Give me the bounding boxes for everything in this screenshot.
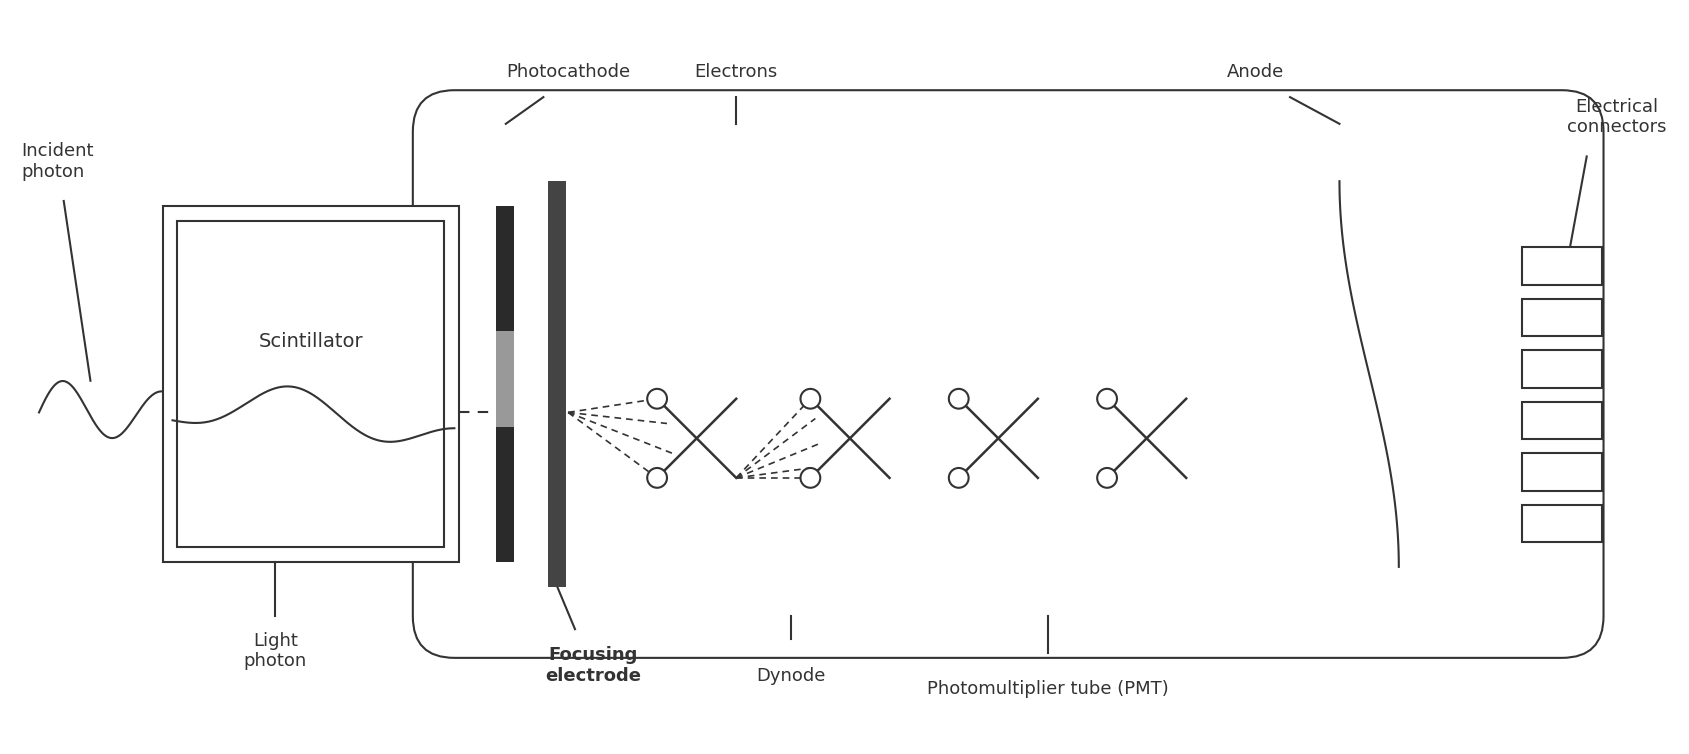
Text: Scintillator: Scintillator: [258, 332, 363, 351]
Bar: [1522, 402, 1601, 440]
Text: Electrical
connectors: Electrical connectors: [1566, 97, 1665, 136]
Bar: [547, 181, 566, 587]
Circle shape: [1096, 468, 1116, 488]
Text: Photocathode: Photocathode: [505, 63, 630, 81]
Circle shape: [801, 468, 819, 488]
Bar: [1522, 504, 1601, 542]
Text: Anode: Anode: [1226, 63, 1284, 81]
Text: Light
photon: Light photon: [243, 632, 307, 670]
Bar: [162, 206, 459, 562]
Bar: [495, 330, 513, 427]
Text: Photomultiplier tube (PMT): Photomultiplier tube (PMT): [926, 679, 1167, 697]
Text: Electrons: Electrons: [694, 63, 777, 81]
Circle shape: [647, 468, 667, 488]
Circle shape: [1096, 389, 1116, 409]
Bar: [177, 221, 444, 547]
Bar: [1522, 299, 1601, 336]
Text: Focusing
electrode: Focusing electrode: [544, 646, 640, 685]
Circle shape: [948, 468, 968, 488]
Bar: [495, 206, 513, 562]
Circle shape: [801, 389, 819, 409]
FancyBboxPatch shape: [412, 90, 1603, 657]
Bar: [1522, 453, 1601, 491]
Circle shape: [948, 389, 968, 409]
Circle shape: [647, 389, 667, 409]
Text: Incident
photon: Incident photon: [22, 142, 93, 181]
Bar: [1522, 351, 1601, 388]
Text: Dynode: Dynode: [755, 667, 824, 685]
Bar: [1522, 247, 1601, 285]
